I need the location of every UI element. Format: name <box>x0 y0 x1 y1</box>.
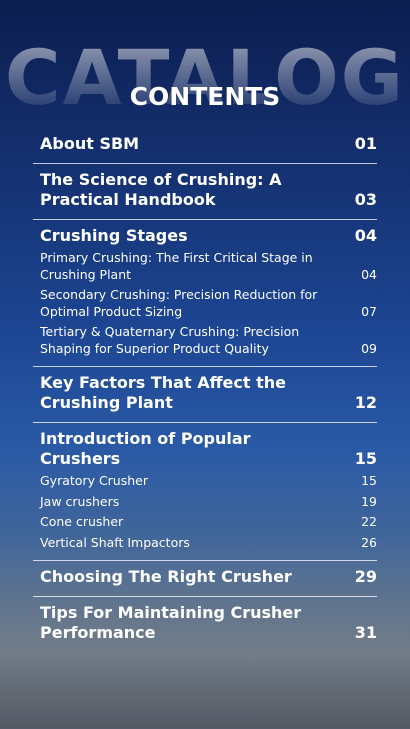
section-page: 29 <box>354 567 377 586</box>
section-page: 31 <box>354 623 377 642</box>
toc-section: Introduction of Popular Crushers 15 Gyrato… <box>33 423 377 561</box>
subsection-page: 09 <box>361 340 377 356</box>
toc-section: The Science of Crushing: A Practical Han… <box>33 164 377 220</box>
subsection-row: Gyratory Crusher 15 <box>40 473 377 490</box>
subsection-row: Vertical Shaft Impactors 26 <box>40 535 377 552</box>
section-page: 12 <box>354 393 377 412</box>
toc-section: Tips For Maintaining Crusher Performance… <box>33 597 377 652</box>
toc-section: Choosing The Right Crusher 29 <box>33 561 377 597</box>
subsection-row: Cone crusher 22 <box>40 514 377 531</box>
section-page: 01 <box>354 134 377 153</box>
subsection-row: Secondary Crushing: Precision Reduction … <box>40 287 377 320</box>
subsection-page: 22 <box>361 514 377 529</box>
subsection-title: Primary Crushing: The First Critical Sta… <box>40 250 313 282</box>
subsection-title: Gyratory Crusher <box>40 473 148 488</box>
section-row: Tips For Maintaining Crusher Performance… <box>40 603 377 643</box>
subsection-row: Tertiary & Quaternary Crushing: Precisio… <box>40 324 377 357</box>
section-title: Key Factors That Affect the Crushing Pla… <box>40 373 286 412</box>
subsection-title: Vertical Shaft Impactors <box>40 534 190 550</box>
section-row: Key Factors That Affect the Crushing Pla… <box>40 373 377 413</box>
section-title: The Science of Crushing: A Practical Han… <box>40 170 282 209</box>
section-row: Introduction of Popular Crushers 15 <box>40 429 377 469</box>
subsection-title: Jaw crushers <box>40 493 120 509</box>
section-row: Crushing Stages 04 <box>40 226 377 246</box>
background-haze <box>0 539 410 729</box>
subsection-row: Primary Crushing: The First Critical Sta… <box>40 250 377 283</box>
subsection-page: 04 <box>361 266 377 282</box>
page-title: CONTENTS <box>129 82 281 111</box>
section-page: 03 <box>354 190 377 209</box>
section-title: Tips For Maintaining Crusher Performance <box>40 603 302 642</box>
subsection-page: 07 <box>361 303 377 319</box>
subsection-page: 19 <box>361 493 377 509</box>
section-row: About SBM 01 <box>40 134 377 154</box>
toc-section: About SBM 01 <box>33 128 377 164</box>
section-row: Choosing The Right Crusher 29 <box>40 567 377 587</box>
section-page: 04 <box>354 226 377 245</box>
section-page: 15 <box>354 449 377 468</box>
subsection-row: Jaw crushers 19 <box>40 494 377 511</box>
section-row: The Science of Crushing: A Practical Han… <box>40 170 377 210</box>
subsection-page: 15 <box>361 473 377 488</box>
table-of-contents: About SBM 01 The Science of Crushing: A Pr… <box>33 128 377 652</box>
section-title: About SBM <box>40 134 140 153</box>
toc-section: Crushing Stages 04 Primary Crushing: The F… <box>33 220 377 367</box>
subsection-title: Secondary Crushing: Precision Reduction … <box>40 287 318 319</box>
section-title: Introduction of Popular Crushers <box>40 429 251 468</box>
subsection-page: 26 <box>361 534 377 550</box>
section-title: Choosing The Right Crusher <box>40 567 292 586</box>
section-title: Crushing Stages <box>40 226 188 245</box>
watermark: CATALOG <box>0 40 410 116</box>
subsection-title: Cone crusher <box>40 514 124 529</box>
toc-section: Key Factors That Affect the Crushing Pla… <box>33 367 377 423</box>
subsection-title: Tertiary & Quaternary Crushing: Precisio… <box>40 324 300 356</box>
